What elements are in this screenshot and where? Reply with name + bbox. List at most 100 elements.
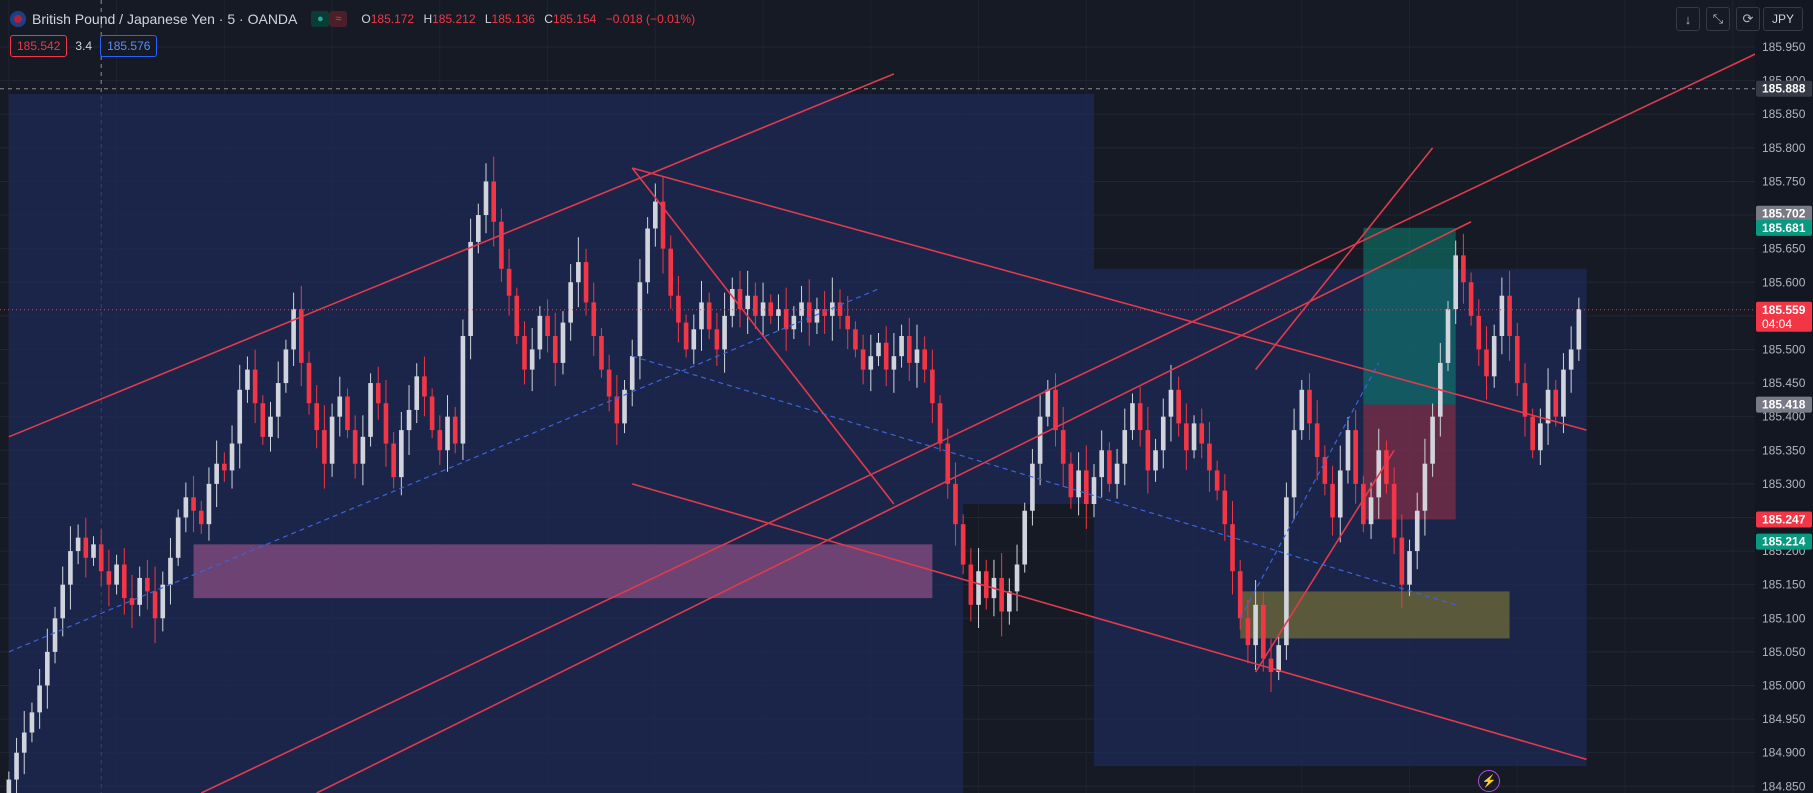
candle-body [183,497,189,518]
candle-body [706,302,712,330]
candle-body [560,322,566,363]
candle-body [1284,497,1289,646]
candle-body [45,651,50,686]
candle-body [1553,389,1559,417]
candle-body [98,544,104,572]
expand-icon[interactable]: ⤡ [1706,7,1730,31]
candle-body [837,302,843,316]
candle-body [414,376,420,410]
candle-body [222,463,227,471]
sell-button[interactable]: 185.542 [10,35,68,57]
candle-body [529,349,535,370]
candle-body [60,584,66,619]
candle-body [260,403,266,437]
candle-body [799,302,804,316]
candle-body [768,302,774,316]
price-axis[interactable] [1755,0,1813,793]
ohlc-readout: O185.172 H185.212 L185.136 C185.154 −0.0… [361,12,696,26]
candle-body [6,779,12,793]
candle-body [614,396,620,424]
candle-body [514,295,520,337]
dashed-trendline [1239,362,1380,619]
lightning-icon[interactable]: ⚡ [1478,770,1500,792]
candle-body [1276,645,1282,673]
candle-body [1053,389,1058,431]
candle-body [37,685,42,713]
candle-body [545,315,550,337]
wave-icon: ≈ [329,11,348,27]
candle-body [29,712,35,733]
candle-body [783,309,789,330]
candle-body [714,329,720,350]
candle-body [1314,423,1320,457]
countdown-label: 04:04 [1762,317,1792,331]
candle-body [830,302,835,316]
tick-label: 185.100 [1762,611,1806,625]
candle-body [1091,477,1097,505]
status-pill[interactable]: ● ≈ [311,11,348,27]
candle-body [960,524,966,565]
buy-button[interactable]: 185.576 [100,35,158,57]
candle-body [1514,336,1520,384]
trendline [632,167,1587,431]
symbol-title[interactable]: British Pound / Japanese Yen · 5 · OANDA [32,11,298,27]
candle-body [891,356,897,370]
candle-body [1153,450,1158,471]
candle-body [1561,369,1566,417]
price-label-bg [1756,205,1812,222]
candle-body [298,309,304,363]
candle-body [406,409,412,431]
candle-body [1130,403,1135,431]
currency-selector[interactable]: JPY [1763,7,1803,31]
price-label-bg [1756,219,1812,236]
candle-body [1145,430,1151,471]
candle-body [1014,564,1020,592]
arrow-down-icon[interactable]: ↓ [1676,7,1700,31]
candle-body [945,443,951,484]
candle-body [1368,497,1374,525]
candle-body [229,443,235,471]
candle-body [791,315,797,330]
candle-body [1453,255,1459,310]
tick-label: 185.150 [1762,578,1806,592]
candle-body [345,396,350,431]
candle-body [422,376,427,397]
trendline [316,221,1472,793]
tick-label: 185.000 [1762,678,1806,692]
candle-body [691,329,697,350]
candle-body [460,336,466,444]
candle-body [599,336,604,370]
price-label-bg [1756,80,1812,97]
candle-body [552,336,558,363]
candle-body [1191,423,1197,451]
candle-body [1407,551,1412,585]
candle-body [753,295,758,316]
candle-body [1291,430,1297,498]
candle-body [21,732,27,753]
candle-body [391,443,396,478]
candle-body [368,383,373,437]
candle-body [1507,295,1512,337]
candle-body [699,302,704,330]
candle-body [1545,389,1551,424]
tick-label: 185.050 [1762,645,1806,659]
candle-body [1538,423,1543,451]
candle-body [1268,658,1274,673]
candle-body [806,302,812,323]
candle-body [445,416,450,451]
candle-body [137,577,142,605]
candle-body [876,342,881,357]
refresh-icon[interactable]: ⟳ [1736,7,1760,31]
price-label: 185.888 [1762,82,1806,96]
candle-body [322,430,327,464]
candle-body [568,282,573,323]
candle-body [722,315,727,350]
tick-label: 185.650 [1762,242,1806,256]
flag-icon [10,11,26,27]
candle-body [937,403,943,444]
candle-body [121,564,127,599]
candle-body [737,288,743,310]
tick-label: 184.900 [1762,746,1806,760]
candle-body [399,430,404,478]
